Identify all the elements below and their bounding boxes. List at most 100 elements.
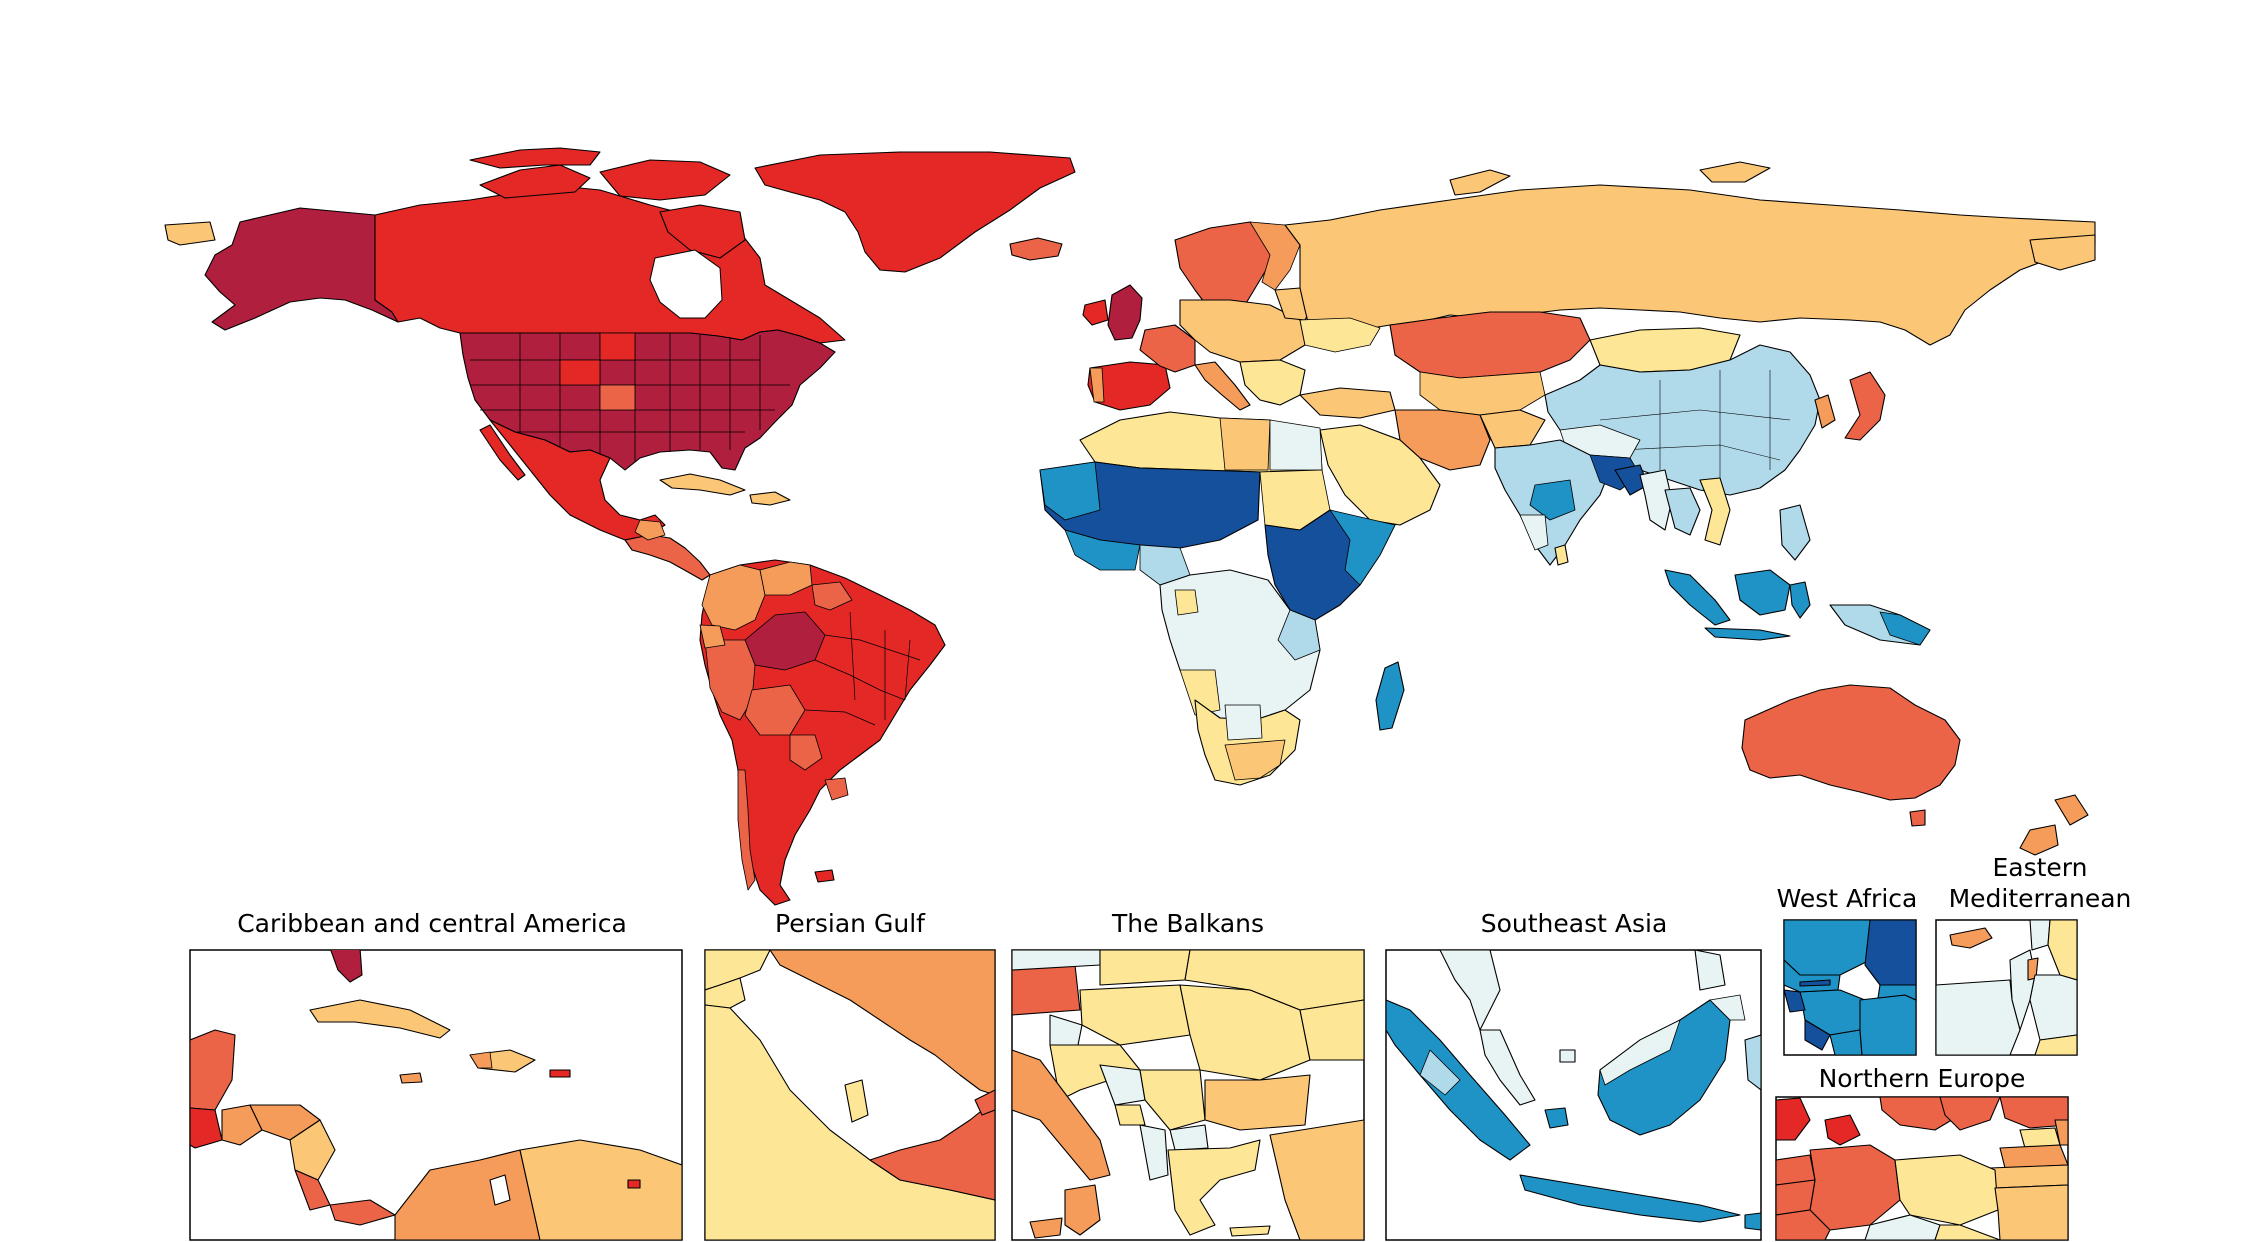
region-thailand (1664, 487, 1701, 536)
region-philippines (1779, 504, 1811, 561)
inset-sea-vietnam (1694, 950, 1726, 991)
inset-ne-sweden (1939, 1097, 2001, 1131)
region-iberia (1087, 361, 1171, 411)
region-canada-arctic-3 (659, 204, 746, 259)
region-cuba (659, 473, 746, 496)
inset-west-africa-burkina (1877, 984, 1916, 1001)
inset-balkans-italy (1012, 1049, 1111, 1181)
inset-sea-sarawak (1599, 1019, 1681, 1086)
inset-sea-riau (1559, 1049, 1576, 1063)
region-amazonas (744, 611, 826, 671)
region-arabia (1319, 424, 1441, 526)
region-ecuador (699, 624, 726, 649)
inset-ne-uk (1776, 1097, 1811, 1141)
region-falklands (814, 869, 835, 883)
region-colombia (701, 564, 766, 631)
inset-sea-bali (1744, 1212, 1761, 1231)
inset-label-eastern-mediterranean-line2: Mediterranean (1949, 884, 2132, 913)
china-province-borders (1599, 370, 1791, 480)
inset-balkans-hungary (1079, 984, 1191, 1046)
brazil-state-borders (804, 611, 921, 726)
region-tasmania (1909, 809, 1926, 827)
inset-balkans-montenegro (1114, 1104, 1146, 1126)
inset-ne-lithuania (1989, 1164, 2068, 1189)
region-botswana (1224, 704, 1263, 741)
region-central-asia (1419, 371, 1546, 416)
region-borneo (1734, 569, 1791, 616)
region-canada-arctic-1 (479, 164, 591, 199)
inset-label-eastern-mediterranean-line1: Eastern (1992, 853, 2087, 882)
region-tanzania (1277, 609, 1321, 661)
inset-label-northern-europe: Northern Europe (1819, 1064, 2026, 1093)
inset-southeast-asia (1385, 949, 1762, 1241)
inset-ne-belarus (1994, 1184, 2068, 1240)
region-italy (1194, 361, 1251, 411)
region-guianas (811, 581, 853, 611)
region-new-zealand-north (2054, 794, 2089, 826)
region-korea (1814, 394, 1836, 429)
inset-sea-sulawesi (1744, 1034, 1761, 1091)
region-chile (737, 769, 756, 891)
inset-caribbean-jamaica (399, 1072, 423, 1084)
region-turkey (1299, 387, 1396, 419)
inset-caribbean-cuba (309, 999, 451, 1039)
inset-labels: Caribbean and central America Persian Gu… (237, 853, 2131, 1093)
inset-caribbean-venezuela (519, 1139, 682, 1240)
region-scandinavia (1174, 221, 1281, 321)
region-mexico (489, 419, 666, 541)
inset-caribbean-nicaragua (289, 1119, 336, 1181)
region-far-east (2029, 234, 2096, 271)
region-baja (479, 424, 526, 481)
inset-caribbean-puerto-rico (549, 1069, 571, 1078)
inset-caribbean-haiti (469, 1051, 493, 1069)
region-egypt (1269, 419, 1323, 471)
inset-ne-finland (1999, 1097, 2068, 1129)
inset-west-africa-sierra-leone (1804, 1019, 1831, 1051)
inset-caribbean-guatemala (221, 1104, 263, 1146)
inset-balkans-serbia (1139, 1069, 1206, 1131)
inset-persian-gulf-kuwait (705, 977, 746, 1009)
inset-northern-europe (1775, 1096, 2069, 1241)
inset-balkans-slovakia (1099, 950, 1191, 986)
inset-balkans-crete (1229, 1225, 1271, 1237)
inset-west-africa-liberia (1829, 1029, 1863, 1055)
inset-ne-poland (1894, 1154, 1999, 1226)
inset-persian-gulf-oman-tip (974, 1089, 995, 1116)
inset-label-persian-gulf: Persian Gulf (775, 909, 926, 938)
inset-ne-russia (2054, 1119, 2068, 1146)
region-usa-state-c (599, 384, 636, 411)
region-paraguay (789, 734, 823, 771)
region-myanmar (1639, 469, 1673, 531)
inset-caribbean-trinidad (627, 1179, 641, 1189)
region-somalia (1329, 509, 1396, 586)
region-severnaya (1699, 161, 1771, 183)
region-kazakhstan (1389, 311, 1591, 379)
inset-balkans-bulgaria (1204, 1074, 1311, 1131)
region-usa-state-a (599, 332, 636, 361)
main-world-map (164, 147, 2096, 906)
inset-west-africa (1783, 919, 1917, 1056)
inset-caribbean-mexico-yucatan (190, 1029, 236, 1111)
region-hispaniola (749, 491, 791, 506)
region-central-america (624, 534, 711, 581)
region-vietnam (1699, 477, 1731, 546)
inset-label-southeast-asia: Southeast Asia (1481, 909, 1668, 938)
region-ireland (1082, 299, 1109, 326)
region-alaska (204, 207, 399, 331)
region-angola (1179, 669, 1221, 716)
inset-west-africa-mali (1864, 920, 1916, 986)
region-afghanistan (1479, 409, 1546, 449)
inset-west-africa-cote-divoire (1859, 994, 1916, 1055)
inset-label-caribbean: Caribbean and central America (237, 909, 627, 938)
inset-balkans-macedonia (1169, 1124, 1209, 1151)
inset-sea-malay-peninsula (1479, 1029, 1536, 1106)
region-canada (374, 185, 846, 344)
inset-caribbean-florida (330, 950, 363, 983)
inset-balkans (1011, 949, 1365, 1241)
inset-west-africa-gambia (1799, 979, 1831, 987)
region-sulawesi (1789, 581, 1811, 619)
region-guatemala (634, 519, 666, 541)
inset-persian-gulf-qatar (844, 1079, 869, 1123)
region-madagascar (1375, 661, 1405, 731)
region-canada-arctic-2 (599, 159, 731, 201)
